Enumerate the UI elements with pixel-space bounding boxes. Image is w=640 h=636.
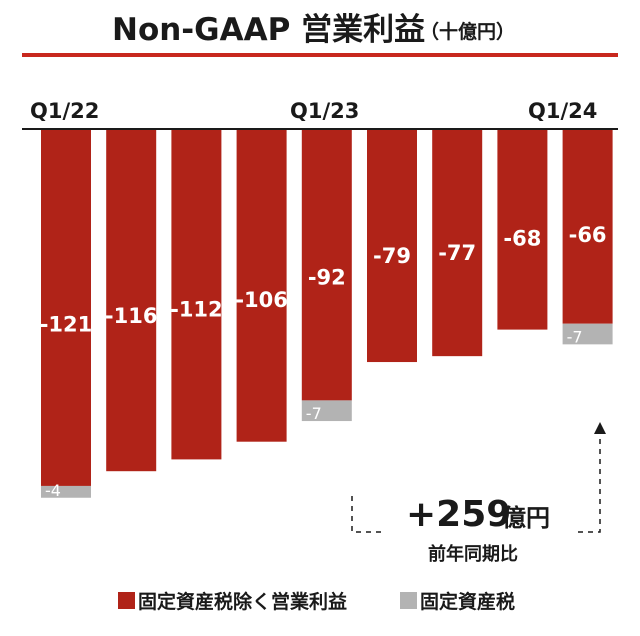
period-label-q1-23: Q1/23 [290, 99, 359, 123]
annotation-sub: 前年同期比 [428, 543, 518, 565]
annotation-arrow-head [594, 422, 606, 434]
legend-swatch-operating [118, 592, 135, 609]
tax-value-label-8: -7 [567, 327, 583, 346]
tax-value-label-4: -7 [306, 404, 322, 423]
bar-value-label-3: -106 [235, 288, 288, 312]
bar-operating-1 [106, 129, 157, 472]
bar-value-label-2: -112 [170, 298, 223, 322]
chart-title: Non-GAAP 営業利益 （十億円） [112, 12, 515, 48]
period-label-q1-22: Q1/22 [30, 99, 99, 123]
legend-label-tax: 固定資産税 [420, 590, 515, 613]
bar-tax-4 [301, 400, 352, 422]
bar-operating-4 [301, 129, 352, 401]
bar-operating-0 [41, 129, 91, 486]
bar-operating-6 [432, 129, 483, 357]
annotation-arrow-line [578, 436, 601, 533]
legend-label-operating: 固定資産税除く営業利益 [138, 590, 347, 613]
bar-operating-3 [236, 129, 287, 442]
bar-tax-0 [41, 485, 91, 498]
annotation-unit: 億円 [502, 504, 550, 532]
bar-value-label-6: -77 [438, 241, 476, 265]
bar-value-label-4: -92 [308, 265, 346, 289]
period-label-q1-24: Q1/24 [528, 99, 597, 123]
tax-value-label-0: -4 [45, 481, 61, 500]
bar-value-label-0: -121 [40, 312, 93, 336]
title-underline [22, 53, 618, 57]
bars-group: -121 -4 -116 -112 -106 -92 -7 -79 -77 -68 -66 -7 [40, 129, 613, 500]
legend-swatch-tax [400, 592, 417, 609]
bar-value-label-5: -79 [373, 244, 411, 268]
bar-value-label-1: -116 [105, 304, 158, 328]
bar-operating-5 [367, 129, 417, 363]
title-text: Non-GAAP 営業利益 [112, 12, 425, 48]
bar-operating-7 [497, 129, 548, 330]
bar-operating-8 [562, 129, 613, 324]
yoy-annotation: +259 億円 前年同期比 [351, 422, 606, 565]
annotation-bracket [351, 496, 382, 533]
annotation-value: +259 [406, 494, 511, 535]
legend: 固定資産税除く営業利益 固定資産税 [118, 590, 515, 613]
bar-operating-2 [171, 129, 222, 460]
title-unit: （十億円） [420, 20, 515, 43]
bar-value-label-8: -66 [569, 223, 607, 247]
bar-tax-8 [562, 323, 613, 345]
bar-value-label-7: -68 [503, 226, 541, 250]
